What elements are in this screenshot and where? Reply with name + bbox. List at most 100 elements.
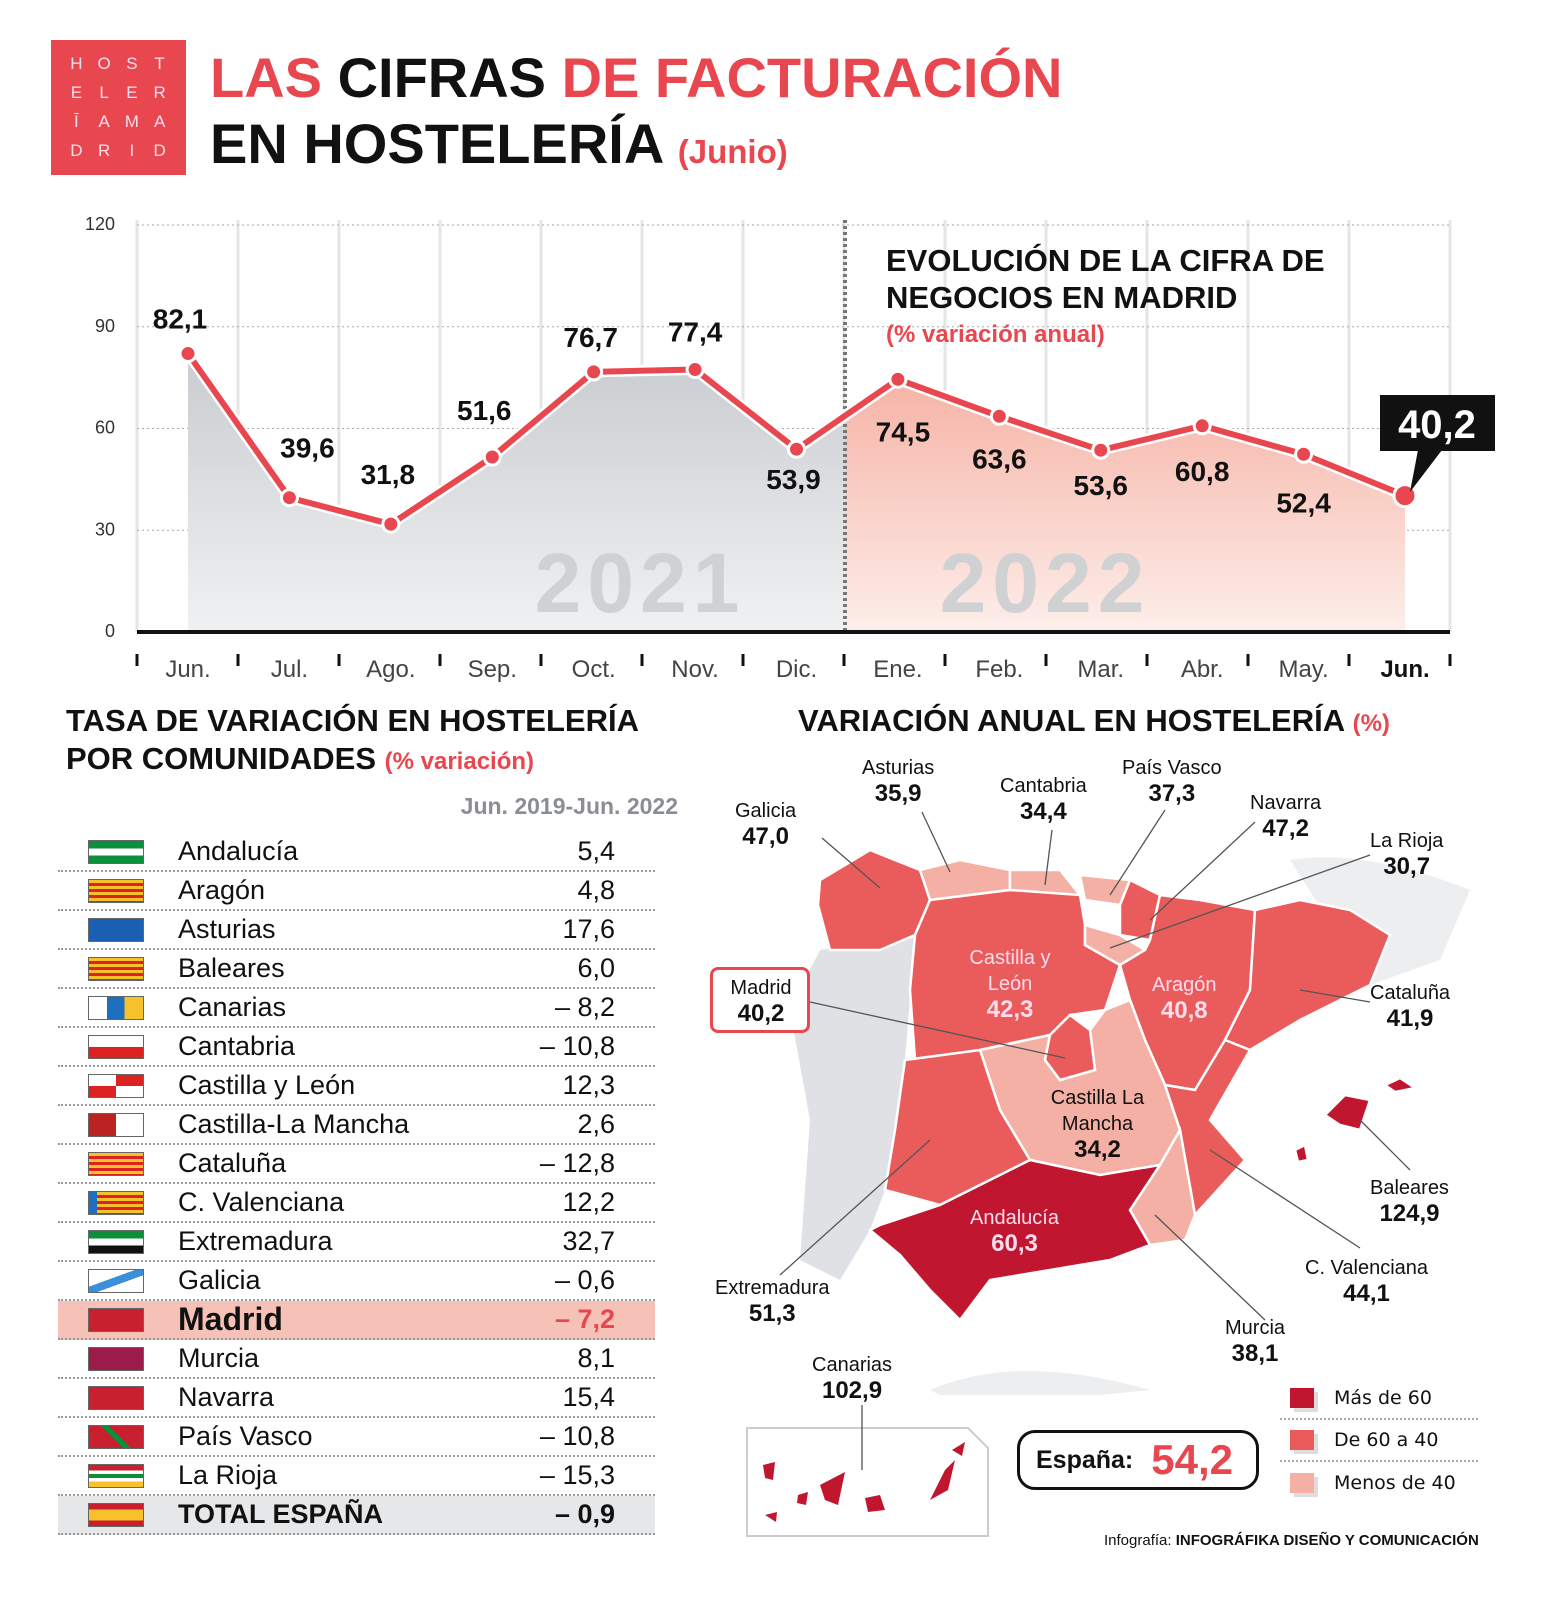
legend-swatch <box>1290 1473 1314 1493</box>
map-label-andalucia: Andalucía 60,3 <box>970 1205 1059 1257</box>
table-row: Canarias – 8,2 <box>58 989 655 1028</box>
region-cataluna[interactable] <box>1223 898 1392 1052</box>
region-value: 60,3 <box>991 1230 1038 1257</box>
area-2022 <box>845 379 1405 632</box>
region-name: Navarra <box>1250 792 1322 814</box>
map-label-murcia: Murcia 38,1 <box>1225 1315 1285 1367</box>
flag-icon <box>88 1424 144 1449</box>
region-name: Castilla La Mancha <box>1050 1087 1145 1135</box>
table-row: Cantabria – 10,8 <box>58 1028 655 1067</box>
data-point <box>1294 444 1314 464</box>
x-tick-label: Sep. <box>468 656 517 683</box>
table-row: Navarra 15,4 <box>58 1379 655 1418</box>
france-land <box>1290 857 1470 985</box>
logo-letter: D <box>70 140 84 160</box>
region-andalucia[interactable] <box>867 1158 1163 1322</box>
x-tick-label: Jul. <box>271 656 308 683</box>
community-name: TOTAL ESPAÑA <box>178 1499 384 1529</box>
map-label-cataluna: Cataluña 41,9 <box>1370 980 1450 1032</box>
x-tick-label: May. <box>1278 656 1328 683</box>
map-label-galicia: Galicia 47,0 <box>735 798 796 850</box>
data-label: 76,7 <box>563 322 618 353</box>
region-baleares[interactable] <box>1323 1093 1372 1132</box>
region-navarra[interactable] <box>1118 878 1162 942</box>
legend-item: Menos de 40 <box>1280 1462 1478 1504</box>
community-value: – 0,6 <box>554 1265 615 1295</box>
map-label-valenciana: C. Valenciana 44,1 <box>1305 1255 1428 1307</box>
flag-icon <box>88 917 144 942</box>
community-value: – 8,2 <box>554 992 615 1022</box>
data-point <box>482 447 502 467</box>
community-name: C. Valenciana <box>178 1187 345 1217</box>
chart-subtitle: (% variación anual) <box>886 321 1105 348</box>
last-value-callout <box>1380 395 1495 451</box>
region-value: 42,3 <box>986 996 1034 1023</box>
region-name: C. Valenciana <box>1305 1257 1429 1279</box>
table-title-sub: (% variación) <box>384 748 535 775</box>
region-madrid[interactable] <box>1043 1013 1097 1082</box>
data-label: 60,8 <box>1175 456 1230 487</box>
region-value: 37,3 <box>1148 780 1196 807</box>
flag-icon <box>88 1307 144 1332</box>
map-title-text: VARIACIÓN ANUAL EN HOSTELERÍA <box>798 703 1344 738</box>
last-value-label: 40,2 <box>1398 403 1476 447</box>
title-month: (Junio) <box>677 133 788 170</box>
map-label-cyl: Castilla y León 42,3 <box>965 945 1055 1023</box>
logo-letter: S <box>126 54 139 74</box>
region-name: Aragón <box>1152 974 1217 996</box>
community-value: – 15,3 <box>539 1460 615 1490</box>
year-watermark: 2021 <box>535 536 746 630</box>
data-label: 52,4 <box>1276 487 1331 518</box>
region-name: Asturias <box>862 757 935 779</box>
credit-name: INFOGRÁFIKA DISEÑO Y COMUNICACIÓN <box>1175 1532 1479 1549</box>
region-name: Cataluña <box>1370 982 1451 1004</box>
flag-icon <box>88 878 144 903</box>
credit-prefix: Infografía: <box>1104 1532 1172 1549</box>
chart-title-text: EVOLUCIÓN DE LA CIFRA DE NEGOCIOS EN MAD… <box>886 243 1325 315</box>
community-value: 6,0 <box>577 953 615 983</box>
region-value: 34,2 <box>1074 1136 1121 1163</box>
title-part: LAS <box>210 46 322 109</box>
region-value: 34,4 <box>1020 798 1067 825</box>
data-point <box>1091 440 1111 460</box>
legend-label: De 60 a 40 <box>1334 1429 1439 1451</box>
line-chart: 0 30 60 90 120 2021 2022 82,1 Jun. 39,6 Jul. 31,8 Ag… <box>85 214 1495 683</box>
region-value: 47,2 <box>1262 815 1309 842</box>
region-name: Andalucía <box>970 1207 1059 1229</box>
legend-item: De 60 a 40 <box>1280 1420 1478 1462</box>
leader-lines <box>779 809 1411 1470</box>
region-name: Baleares <box>1370 1177 1449 1199</box>
community-value: 15,4 <box>562 1382 615 1412</box>
logo-letter: Ī <box>74 111 80 131</box>
community-value: – 12,8 <box>539 1148 615 1178</box>
data-label: 74,5 <box>876 416 931 447</box>
data-label: 51,6 <box>457 395 512 426</box>
year-watermark: 2022 <box>940 536 1151 630</box>
map-label-clm: Castilla La Mancha 34,2 <box>1040 1085 1155 1163</box>
logo-letter: A <box>153 111 167 131</box>
canarias-inset <box>746 1427 989 1537</box>
espana-label: España: <box>1036 1445 1134 1474</box>
region-value: 40,2 <box>737 1000 785 1027</box>
region-canarias[interactable] <box>763 1442 965 1522</box>
flag-icon <box>88 1190 144 1215</box>
x-tick-label: Nov. <box>671 656 719 683</box>
x-tick-label: Mar. <box>1077 656 1124 683</box>
region-baleares-ibiza[interactable] <box>1293 1143 1310 1164</box>
flag-icon <box>88 1463 144 1488</box>
region-galicia[interactable] <box>816 848 932 952</box>
x-tick-label: Jun. <box>1380 656 1429 683</box>
table-title-line2: POR COMUNIDADES <box>66 741 377 776</box>
region-valenciana[interactable] <box>1163 1038 1252 1218</box>
region-value: 124,9 <box>1379 1200 1440 1227</box>
flag-icon <box>88 1151 144 1176</box>
y-tick-label: 120 <box>85 214 115 234</box>
community-value: 8,1 <box>577 1343 615 1373</box>
region-baleares-menorca[interactable] <box>1382 1076 1419 1094</box>
table-row: País Vasco – 10,8 <box>58 1418 655 1457</box>
data-label: 53,6 <box>1074 470 1129 501</box>
community-name: Baleares <box>178 953 285 983</box>
table-row: Castilla-La Mancha 2,6 <box>58 1106 655 1145</box>
area-2021 <box>188 353 845 632</box>
